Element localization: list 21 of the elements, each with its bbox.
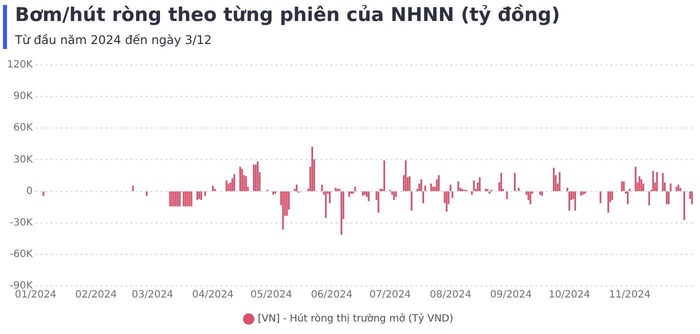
chart-subtitle: Từ đầu năm 2024 đến ngày 3/12 — [15, 33, 212, 47]
y-tick-label: -60K — [10, 249, 34, 260]
x-tick-label: 06/2024 — [310, 290, 352, 301]
x-tick-label: 05/2024 — [250, 290, 292, 301]
x-tick-label: 09/2024 — [490, 290, 532, 301]
x-tick-label: 04/2024 — [192, 290, 234, 301]
x-tick-label: 02/2024 — [75, 290, 117, 301]
y-tick-label: 120K — [6, 60, 34, 71]
x-tick-label: 08/2024 — [430, 290, 472, 301]
y-tick-label: 0 — [26, 186, 33, 197]
legend-label: [VN] - Hút ròng thị trường mở (Tỷ VND) — [258, 312, 454, 325]
x-tick-label: 03/2024 — [132, 290, 174, 301]
y-tick-label: 90K — [13, 91, 34, 102]
y-tick-label: -30K — [10, 217, 34, 228]
y-tick-label: 60K — [13, 122, 34, 134]
x-tick-label: 07/2024 — [369, 290, 411, 301]
x-tick-label: 11/2024 — [608, 290, 650, 301]
x-tick-label: 10/2024 — [548, 290, 590, 301]
chart-title: Bơm/hút ròng theo từng phiên của NHNN (tỷ đồng) — [15, 4, 560, 26]
x-tick-label: 01/2024 — [14, 290, 56, 301]
y-tick-label: 30K — [13, 154, 34, 166]
